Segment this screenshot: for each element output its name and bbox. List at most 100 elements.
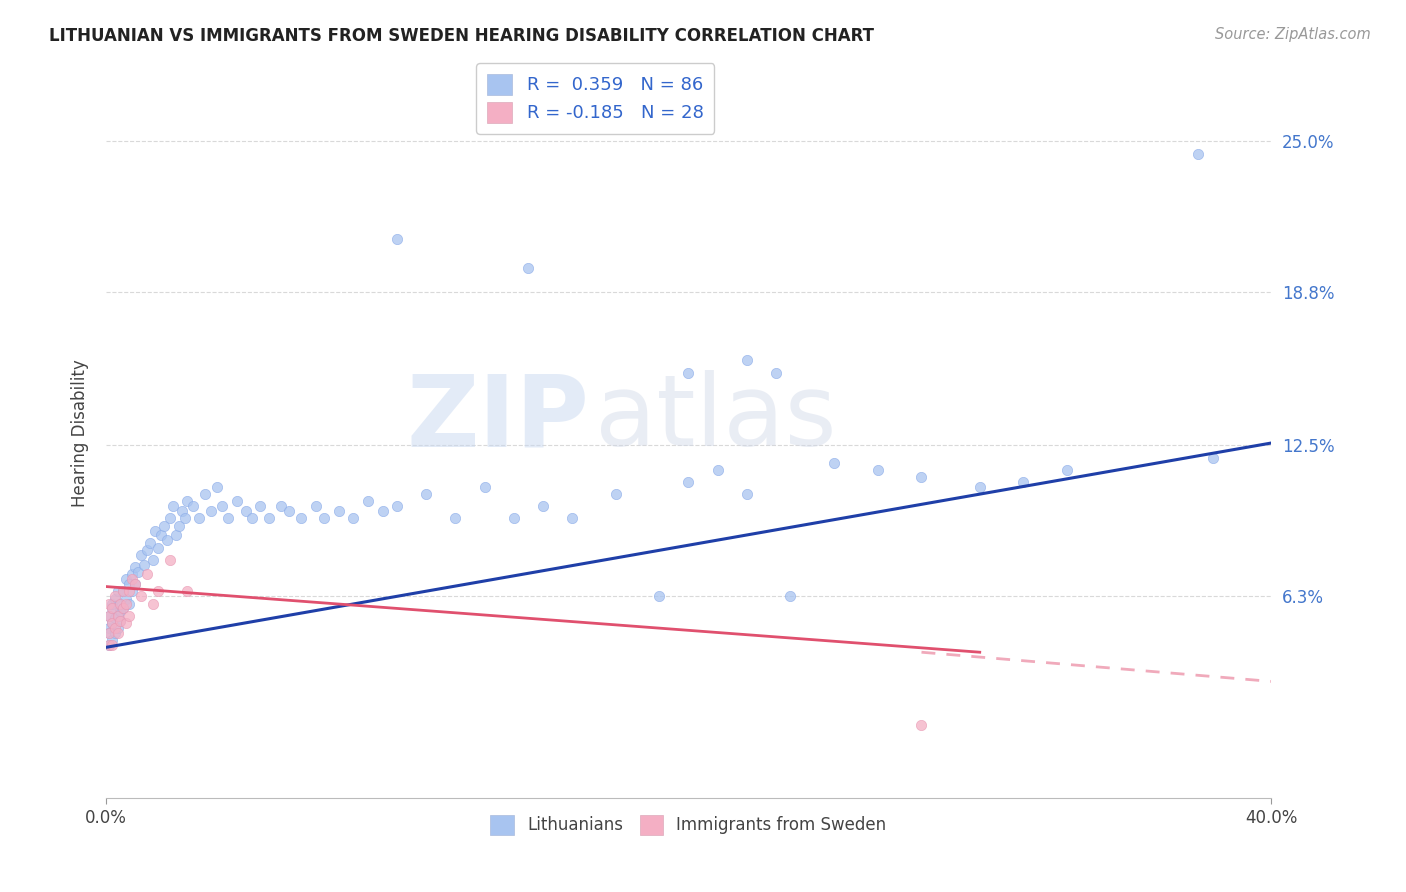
Point [357, 494, 380, 508]
Point [165, 528, 187, 542]
Point [97, 608, 120, 623]
Point [107, 608, 129, 623]
Point [735, 353, 758, 368]
Point [129, 589, 152, 603]
Point [124, 577, 146, 591]
Point [110, 614, 132, 628]
Point [517, 260, 540, 275]
Point [107, 625, 129, 640]
Point [118, 577, 141, 591]
Point [765, 366, 787, 380]
Point [910, 470, 932, 484]
Point [474, 480, 496, 494]
Point [104, 625, 127, 640]
Text: atlas: atlas [595, 370, 837, 467]
Point [97, 638, 120, 652]
Point [240, 511, 263, 525]
Point [328, 504, 350, 518]
Point [173, 511, 195, 525]
Text: Source: ZipAtlas.com: Source: ZipAtlas.com [1215, 27, 1371, 42]
Point [104, 589, 127, 603]
Point [910, 718, 932, 732]
Point [100, 601, 122, 615]
Point [97, 625, 120, 640]
Point [135, 567, 157, 582]
Point [132, 558, 155, 572]
Point [159, 511, 181, 525]
Point [107, 584, 129, 599]
Point [176, 494, 198, 508]
Point [194, 487, 217, 501]
Legend: Lithuanians, Immigrants from Sweden: Lithuanians, Immigrants from Sweden [481, 805, 897, 845]
Point [124, 560, 146, 574]
Point [121, 567, 143, 582]
Point [148, 584, 170, 599]
Point [159, 553, 181, 567]
Point [257, 511, 280, 525]
Point [104, 591, 127, 606]
Point [100, 601, 122, 615]
Point [129, 548, 152, 562]
Text: ZIP: ZIP [406, 370, 589, 467]
Point [156, 533, 179, 548]
Point [176, 584, 198, 599]
Point [561, 511, 583, 525]
Point [124, 577, 146, 591]
Point [342, 511, 364, 525]
Point [706, 463, 728, 477]
Point [110, 604, 132, 618]
Point [735, 487, 758, 501]
Point [121, 572, 143, 586]
Point [115, 572, 138, 586]
Point [112, 601, 135, 615]
Point [678, 366, 700, 380]
Point [385, 232, 408, 246]
Point [188, 511, 211, 525]
Point [226, 494, 249, 508]
Point [170, 504, 193, 518]
Point [290, 511, 312, 525]
Point [118, 608, 141, 623]
Point [110, 614, 132, 628]
Point [162, 500, 184, 514]
Point [531, 500, 554, 514]
Point [100, 615, 122, 630]
Point [118, 584, 141, 599]
Point [1202, 450, 1225, 465]
Point [118, 597, 141, 611]
Point [100, 633, 122, 648]
Point [141, 553, 163, 567]
Point [605, 487, 627, 501]
Point [110, 597, 132, 611]
Point [371, 504, 394, 518]
Point [97, 597, 120, 611]
Point [107, 621, 129, 635]
Point [866, 463, 889, 477]
Point [97, 608, 120, 623]
Point [823, 456, 845, 470]
Point [678, 475, 700, 489]
Point [115, 591, 138, 606]
Point [121, 584, 143, 599]
Point [205, 480, 228, 494]
Point [502, 511, 524, 525]
Point [135, 543, 157, 558]
Point [1012, 475, 1035, 489]
Point [181, 500, 204, 514]
Point [104, 611, 127, 625]
Point [167, 518, 190, 533]
Point [969, 480, 991, 494]
Point [304, 500, 326, 514]
Point [153, 518, 176, 533]
Point [148, 541, 170, 555]
Point [115, 615, 138, 630]
Point [150, 528, 173, 542]
Point [235, 504, 257, 518]
Point [314, 511, 336, 525]
Point [115, 597, 138, 611]
Point [100, 638, 122, 652]
Point [97, 625, 120, 640]
Point [779, 589, 801, 603]
Point [100, 615, 122, 630]
Point [97, 638, 120, 652]
